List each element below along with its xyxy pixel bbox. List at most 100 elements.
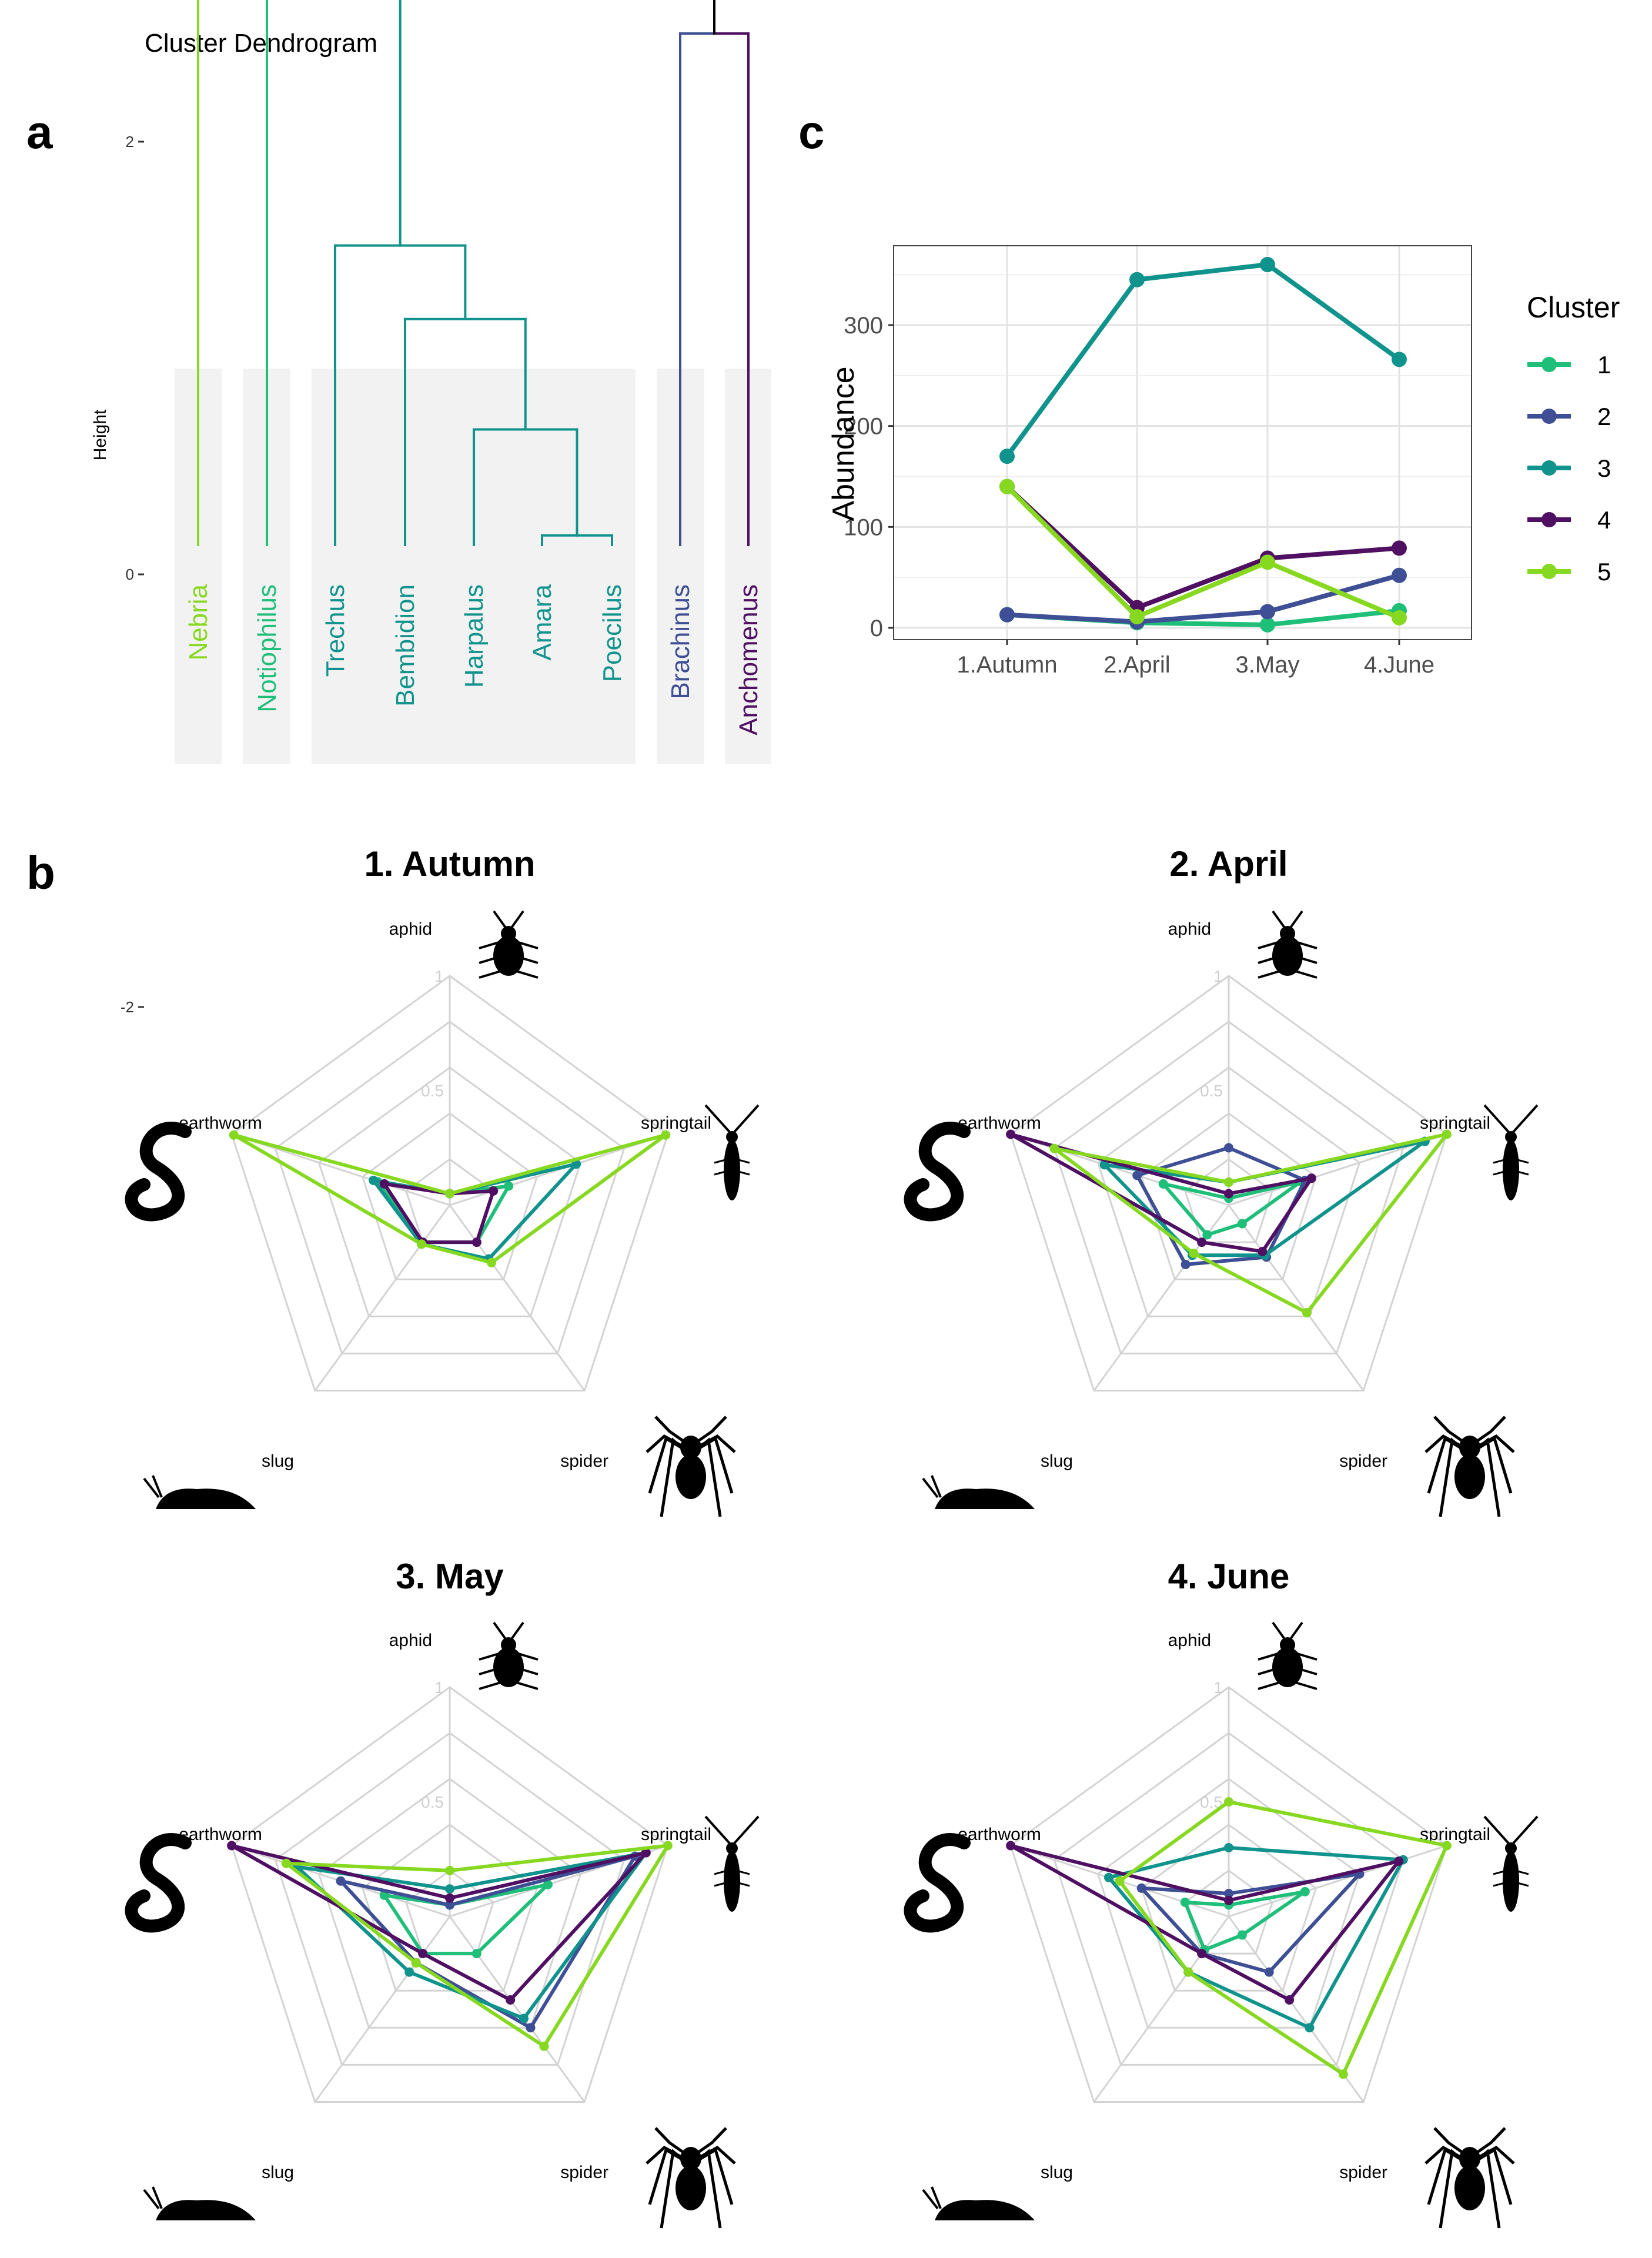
springtail-icon-leg: [714, 1868, 733, 1875]
springtail-icon-leg: [731, 1169, 750, 1176]
radar-point-cluster-5: [1049, 1143, 1059, 1153]
spider-icon-abdomen: [675, 1454, 706, 1499]
aphid-icon-leg: [1287, 1664, 1317, 1675]
spider-icon-leg: [660, 1437, 692, 1517]
earthworm-icon: [904, 1833, 971, 1933]
radar-spoke: [1093, 1916, 1230, 2103]
radar-grid-ring: [1053, 1021, 1404, 1354]
radar-axis-label-earthworm: earthworm: [179, 1825, 262, 1844]
radar-point-cluster-1: [1237, 1219, 1247, 1229]
slug-icon-body: [935, 1488, 1035, 1509]
springtail-icon-antenna: [704, 1104, 733, 1136]
springtail-icon-antenna: [1483, 1815, 1512, 1847]
radar-spoke: [449, 1205, 586, 1391]
radar-title: 4. June: [1168, 1557, 1290, 1596]
radar-point-cluster-4: [1224, 1189, 1233, 1199]
spider-icon-leg: [690, 2149, 722, 2229]
radar-axis-label-spider: spider: [1339, 1451, 1387, 1471]
series-point-cluster-5: [1260, 554, 1275, 570]
aphid-icon-leg: [1258, 953, 1288, 964]
radar-chart-4: 4. June0.51aphidspringtailspiderslugeart…: [904, 1557, 1539, 2229]
legend-label-cluster-2: 2: [1597, 403, 1611, 430]
cluster-rect-3: [312, 369, 636, 764]
series-line-cluster-5: [1005, 484, 1400, 620]
radar-point-cluster-2: [445, 1900, 454, 1910]
radar-point-cluster-2: [1264, 1967, 1274, 1977]
legend-key-point: [1541, 512, 1557, 527]
spider-icon-leg: [690, 1437, 722, 1517]
radar-axis-label-slug: slug: [262, 2163, 294, 2182]
radar-point-cluster-3: [445, 1884, 454, 1894]
radar-point-cluster-2: [1136, 1883, 1146, 1893]
springtail-icon-head: [726, 1131, 738, 1143]
radar-point-cluster-5: [1224, 1177, 1233, 1187]
radar-point-cluster-3: [1305, 2023, 1315, 2033]
radar-point-cluster-5: [487, 1257, 497, 1267]
radar-chart-3: 3. May 0.5 1 aphid springtail spider slug earth…: [125, 1557, 760, 2229]
radar-point-cluster-5: [1115, 1876, 1125, 1886]
aphid-icon-leg: [479, 968, 509, 979]
series-point-cluster-2: [1260, 604, 1275, 620]
radar-grid-ring: [230, 975, 669, 1392]
radar-scale-label: 0.5: [421, 1082, 444, 1100]
dendro-ytick-label: 0: [126, 566, 134, 583]
radar-title: 3. May: [396, 1557, 504, 1596]
radar-series-cluster-5: [1118, 1800, 1449, 2076]
springtail-icon-leg: [731, 1868, 750, 1875]
radar-point-cluster-1: [1202, 1230, 1212, 1240]
leaf-label-trechus: Trechus: [321, 584, 350, 677]
aphid-icon-head: [1280, 1637, 1295, 1652]
spider-icon-leg: [654, 1416, 692, 1448]
radar-point-cluster-1: [1158, 1179, 1168, 1189]
radar-grid-ring: [274, 1021, 626, 1354]
aphid-icon-antenna: [493, 1621, 507, 1640]
radar-series-cluster-3: [1102, 1139, 1427, 1257]
radar-series-cluster-1: [382, 1882, 550, 1956]
radar-point-cluster-4: [1006, 1841, 1016, 1851]
springtail-icon-head: [1505, 1842, 1517, 1854]
aphid-icon-body: [493, 936, 524, 976]
series-point-cluster-5: [1129, 609, 1145, 625]
leaf-label-anchomenus: Anchomenus: [734, 584, 763, 735]
radar-point-cluster-4: [506, 1995, 516, 2005]
springtail-icon-leg: [1510, 1880, 1529, 1887]
slug-icon-tentacle: [143, 1477, 160, 1498]
aphid-icon-antenna: [510, 910, 524, 929]
series-line-cluster-2: [1006, 573, 1400, 624]
radar-series-cluster-2: [1139, 1872, 1362, 1974]
earthworm-icon: [125, 1122, 192, 1222]
radar-series-cluster-5: [1052, 1132, 1449, 1314]
springtail-icon-leg: [1510, 1169, 1529, 1176]
radar-point-cluster-5: [1189, 1249, 1199, 1259]
series-point-cluster-5: [1392, 610, 1407, 625]
spider-icon-leg: [1439, 1437, 1471, 1517]
leaf-label-brachinus: Brachinus: [666, 584, 695, 700]
aphid-icon-head: [501, 1637, 516, 1652]
panel-label-c: c: [798, 106, 825, 158]
panel-label-b: b: [26, 847, 55, 899]
springtail-icon-leg: [1510, 1868, 1529, 1875]
radar-point-cluster-2: [1181, 1259, 1190, 1269]
slug-icon-body: [156, 2200, 256, 2220]
aphid-icon-leg: [1287, 953, 1317, 964]
spider-icon-leg: [1469, 1416, 1506, 1448]
spider-icon-leg: [1469, 2127, 1506, 2159]
radar-point-cluster-5: [1183, 1967, 1193, 1977]
radar-point-cluster-2: [336, 1876, 346, 1886]
springtail-icon-leg: [714, 1157, 733, 1164]
radar-point-cluster-5: [1224, 1797, 1233, 1807]
radar-panels: 1. Autumn 0.5 1 aphid springtail spider slug ea…: [125, 844, 1539, 2229]
slug-icon-body: [156, 1488, 256, 1509]
radar-axis-label-aphid: aphid: [389, 1631, 432, 1650]
spider-icon-leg: [660, 2149, 692, 2229]
leaf-label-amara: Amara: [528, 584, 557, 660]
radar-point-cluster-4: [1224, 1895, 1233, 1905]
radar-grid-ring: [1096, 1066, 1361, 1317]
aphid-icon-leg: [479, 953, 509, 964]
springtail-icon-antenna: [704, 1815, 733, 1847]
spider-icon-leg: [690, 1416, 727, 1448]
dendro-ytick-label: 2: [126, 133, 134, 150]
radar-point-cluster-4: [1197, 1949, 1207, 1959]
leaf-label-nebria: Nebria: [184, 584, 213, 660]
radar-axis-label-springtail: springtail: [1420, 1113, 1490, 1133]
